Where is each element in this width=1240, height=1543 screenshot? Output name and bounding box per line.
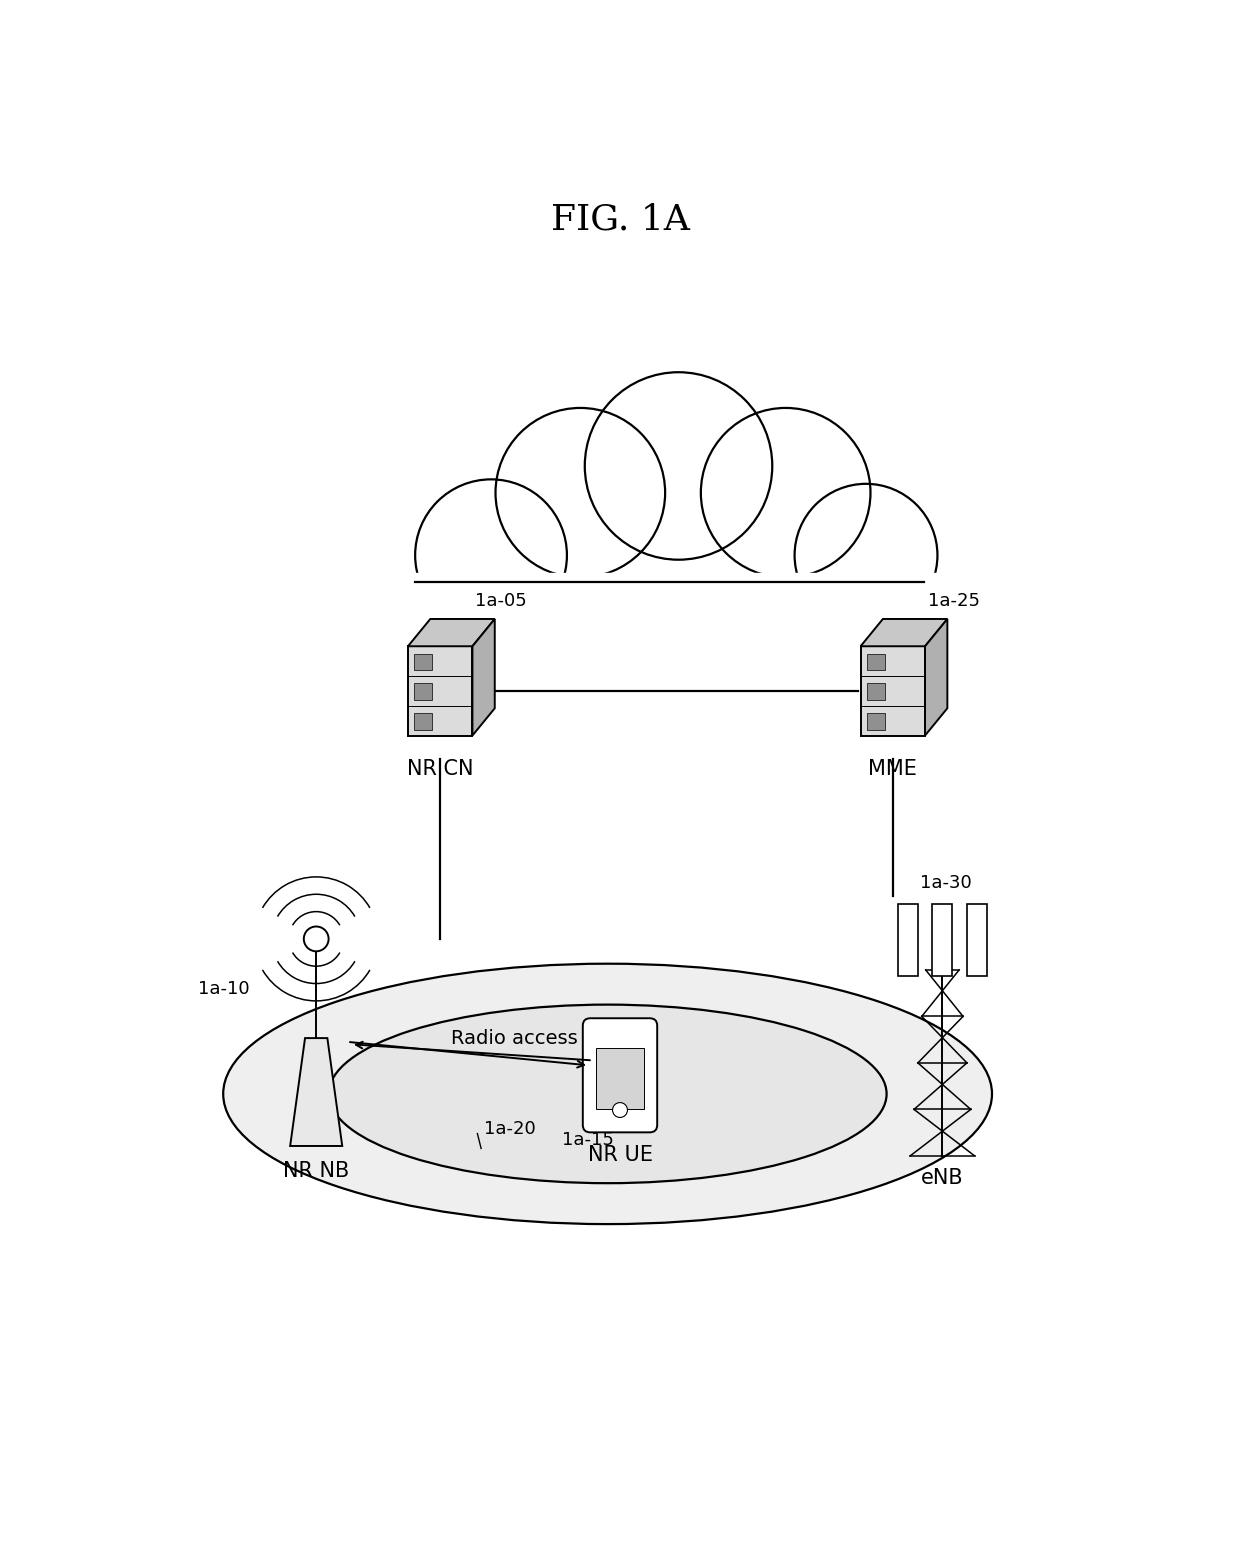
Bar xyxy=(414,654,433,670)
Polygon shape xyxy=(408,619,495,647)
Circle shape xyxy=(415,480,567,631)
Bar xyxy=(867,654,885,670)
Circle shape xyxy=(585,372,773,560)
Bar xyxy=(867,713,885,730)
Circle shape xyxy=(304,926,329,952)
Bar xyxy=(967,904,987,977)
Text: 1a-15: 1a-15 xyxy=(562,1131,614,1150)
Bar xyxy=(414,684,433,701)
Text: eNB: eNB xyxy=(921,1168,963,1188)
Bar xyxy=(384,572,955,707)
Bar xyxy=(384,572,955,707)
Text: NR UE: NR UE xyxy=(588,1145,652,1165)
Bar xyxy=(867,684,885,701)
Bar xyxy=(414,713,433,730)
Polygon shape xyxy=(861,647,925,736)
Text: Radio access: Radio access xyxy=(451,1029,578,1048)
Text: NR CN: NR CN xyxy=(407,759,474,779)
Text: NR NB: NR NB xyxy=(283,1160,350,1180)
Polygon shape xyxy=(925,619,947,736)
Text: FIG. 1A: FIG. 1A xyxy=(551,202,689,236)
Text: MME: MME xyxy=(868,759,918,779)
Text: 1a-05: 1a-05 xyxy=(475,593,527,611)
Ellipse shape xyxy=(223,964,992,1224)
Polygon shape xyxy=(861,619,947,647)
Text: 1a-20: 1a-20 xyxy=(484,1120,536,1137)
Bar xyxy=(898,904,918,977)
Bar xyxy=(932,904,952,977)
Ellipse shape xyxy=(329,1004,887,1183)
Text: 1a-10: 1a-10 xyxy=(198,980,250,997)
Polygon shape xyxy=(290,1038,342,1146)
Bar xyxy=(596,1048,644,1109)
Polygon shape xyxy=(408,647,472,736)
Circle shape xyxy=(701,407,870,577)
Text: 1a-25: 1a-25 xyxy=(928,593,980,611)
Circle shape xyxy=(496,407,665,577)
Circle shape xyxy=(795,485,937,626)
Polygon shape xyxy=(472,619,495,736)
FancyBboxPatch shape xyxy=(583,1018,657,1133)
Circle shape xyxy=(613,1103,627,1117)
Text: 1a-30: 1a-30 xyxy=(920,873,972,892)
